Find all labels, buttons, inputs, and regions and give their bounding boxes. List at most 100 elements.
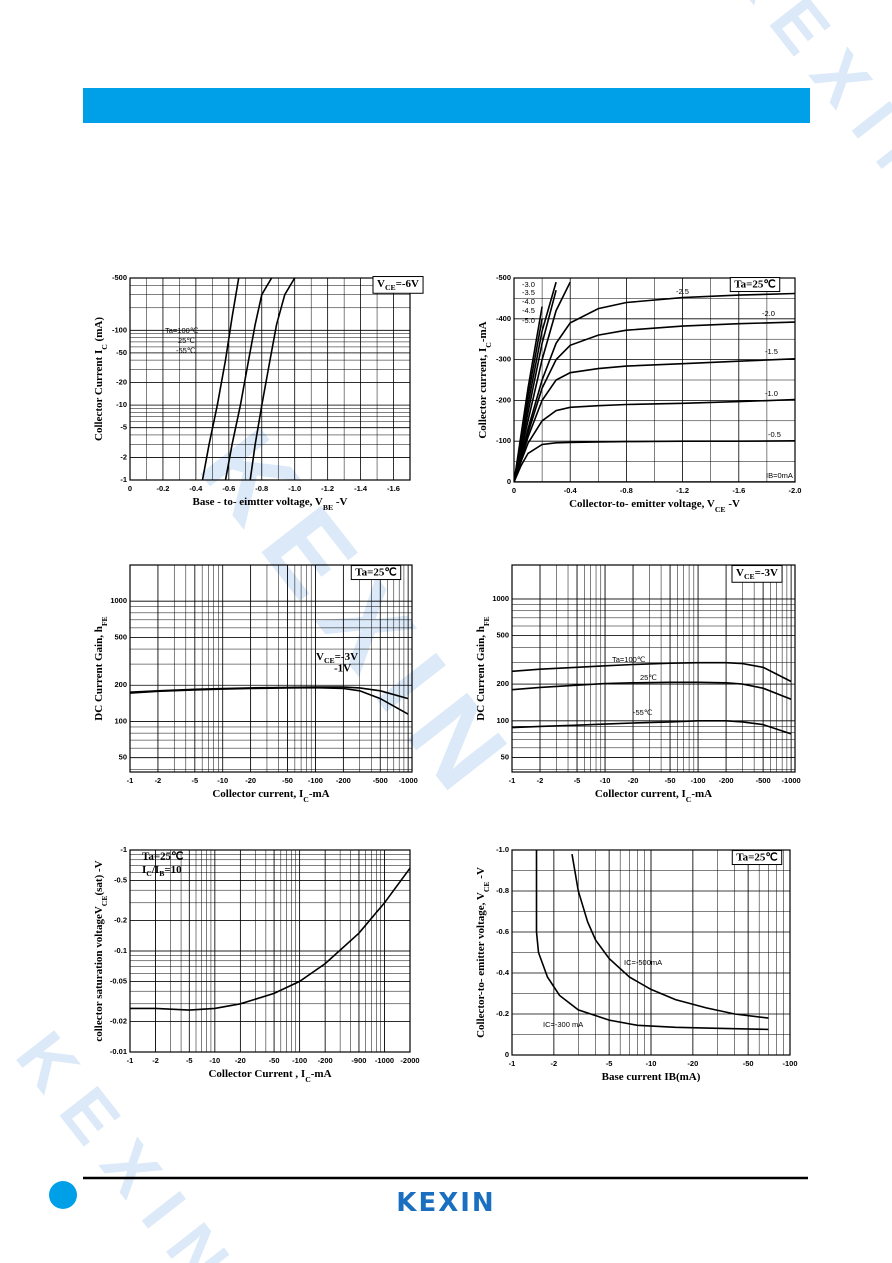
chart: -1 -2 -5 -10 -20 -50 -100 -200 -500 -1000 50 100 200…	[93, 564, 418, 804]
y-tick-label: -0.6	[496, 927, 509, 936]
plot-frame	[129, 564, 413, 773]
series-group	[130, 686, 409, 715]
text-part: (mA)	[93, 317, 105, 345]
x-tick-label: -5	[191, 776, 198, 785]
text-part: C	[686, 795, 692, 804]
text-part: CE	[715, 505, 726, 514]
series-line	[249, 278, 296, 480]
y-tick-label: 0	[505, 1050, 509, 1059]
y-tick-label: -0.4	[496, 968, 510, 977]
x-tick-label: -1.2	[676, 486, 689, 495]
series-label: -0.5	[768, 430, 781, 439]
series-label: -55℃	[633, 708, 653, 717]
x-tick-label: -1.0	[288, 484, 301, 493]
x-tick-label: -10	[217, 776, 228, 785]
series-label: -5.0	[522, 316, 535, 325]
footer-logo: KEXIN	[396, 1188, 495, 1218]
text-part: -mA	[691, 788, 712, 800]
series-label: 25℃	[178, 336, 195, 345]
y-tick-label: -1	[120, 475, 127, 484]
y-tick-label: -500	[112, 273, 127, 282]
text-part: Collector-to- emitter voltage, V	[569, 498, 715, 510]
series-label: Ta=100℃	[612, 655, 646, 664]
series-line	[224, 278, 273, 480]
chart: -1 -2 -5 -10 -20 -50 -100 -200 -500 -1000 50 100 200…	[475, 564, 801, 804]
plot-frame	[511, 564, 796, 773]
x-tick-label: -50	[282, 776, 293, 785]
text-part: CE	[385, 283, 396, 292]
series-label: IB=0mA	[766, 471, 793, 480]
text-part: -V	[333, 496, 347, 508]
x-axis-label: Base current IB(mA)	[602, 1071, 701, 1083]
x-tick-label: -200	[318, 1056, 333, 1065]
text-part: CE	[100, 896, 109, 907]
y-tick-label: 500	[114, 632, 127, 641]
x-tick-label: -20	[235, 1056, 246, 1065]
chart: -1 -2 -5 -10 -20 -50 -100 -200 -900 -1000 -2000 -0.…	[93, 845, 420, 1084]
y-tick-label: -50	[116, 348, 127, 357]
x-axis-label: Collector current, IC-mA	[212, 788, 329, 804]
x-tick-label: -2	[551, 1059, 558, 1068]
series-group	[514, 281, 795, 482]
y-tick-label: -1	[120, 845, 127, 854]
x-tick-label: 0	[512, 486, 516, 495]
x-tick-label: -900	[351, 1056, 366, 1065]
x-tick-label: -50	[665, 776, 676, 785]
x-tick-label: -5	[606, 1059, 613, 1068]
series-label: 25℃	[640, 673, 657, 682]
x-tick-label: -1	[127, 776, 134, 785]
x-tick-label: -0.8	[255, 484, 268, 493]
text-part: Collector current, I	[595, 788, 686, 800]
plot-frame	[129, 277, 411, 481]
y-tick-label: -500	[496, 273, 511, 282]
annotation: Ta=25℃	[355, 567, 396, 579]
y-tick-label: -300	[496, 355, 511, 364]
plot-frame	[511, 849, 791, 1056]
text-part: -mA	[311, 1068, 332, 1080]
x-tick-label: -10	[600, 776, 611, 785]
x-tick-label: -50	[743, 1059, 754, 1068]
text-part: /I	[151, 864, 159, 876]
text-part: FE	[482, 616, 491, 626]
series-group	[512, 661, 792, 735]
text-part: Collector-to- emitter voltage, V	[475, 892, 487, 1038]
text-part: DC Current Gain, h	[93, 626, 105, 721]
y-axis-label: Collector Current IC (mA)	[93, 317, 109, 441]
x-tick-label: -200	[336, 776, 351, 785]
y-tick-label: -0.01	[110, 1047, 127, 1056]
annotation: IC/IB=10	[142, 864, 182, 879]
x-tick-label: -2	[152, 1056, 159, 1065]
text-part: -V	[475, 867, 487, 881]
series-label: -1.0	[765, 389, 778, 398]
text-part: Base - to- eimtter voltage, V	[193, 496, 323, 508]
x-tick-label: -2000	[400, 1056, 419, 1065]
series-label: -1.5	[765, 347, 778, 356]
x-tick-label: -100	[782, 1059, 797, 1068]
y-tick-label: 500	[496, 631, 509, 640]
series-label: -4.5	[522, 306, 535, 315]
text-part: BE	[323, 503, 333, 512]
x-tick-label: -10	[646, 1059, 657, 1068]
y-axis-label: DC Current Gain, hFE	[93, 616, 109, 720]
series-line	[130, 686, 409, 715]
x-tick-label: -100	[691, 776, 706, 785]
series-label: -3.0	[522, 280, 535, 289]
annotation: Ta=25℃	[734, 279, 775, 291]
series-line	[514, 306, 543, 482]
y-axis-label: Collector current, IC-mA	[477, 321, 493, 438]
x-tick-label: -2	[155, 776, 162, 785]
series-label: -2.5	[676, 287, 689, 296]
x-tick-label: -0.2	[156, 484, 169, 493]
text-part: V	[377, 278, 385, 290]
series-line	[514, 321, 795, 482]
annotation: VCE=-6V	[377, 278, 419, 293]
plot-frame	[129, 849, 411, 1053]
page-badge	[49, 1181, 77, 1209]
text-part: DC Current Gain, h	[475, 626, 487, 721]
text-part: I	[142, 864, 146, 876]
x-tick-label: -100	[292, 1056, 307, 1065]
x-tick-label: -1.2	[321, 484, 334, 493]
y-tick-label: -400	[496, 314, 511, 323]
text-part: Collector Current , I	[208, 1068, 305, 1080]
